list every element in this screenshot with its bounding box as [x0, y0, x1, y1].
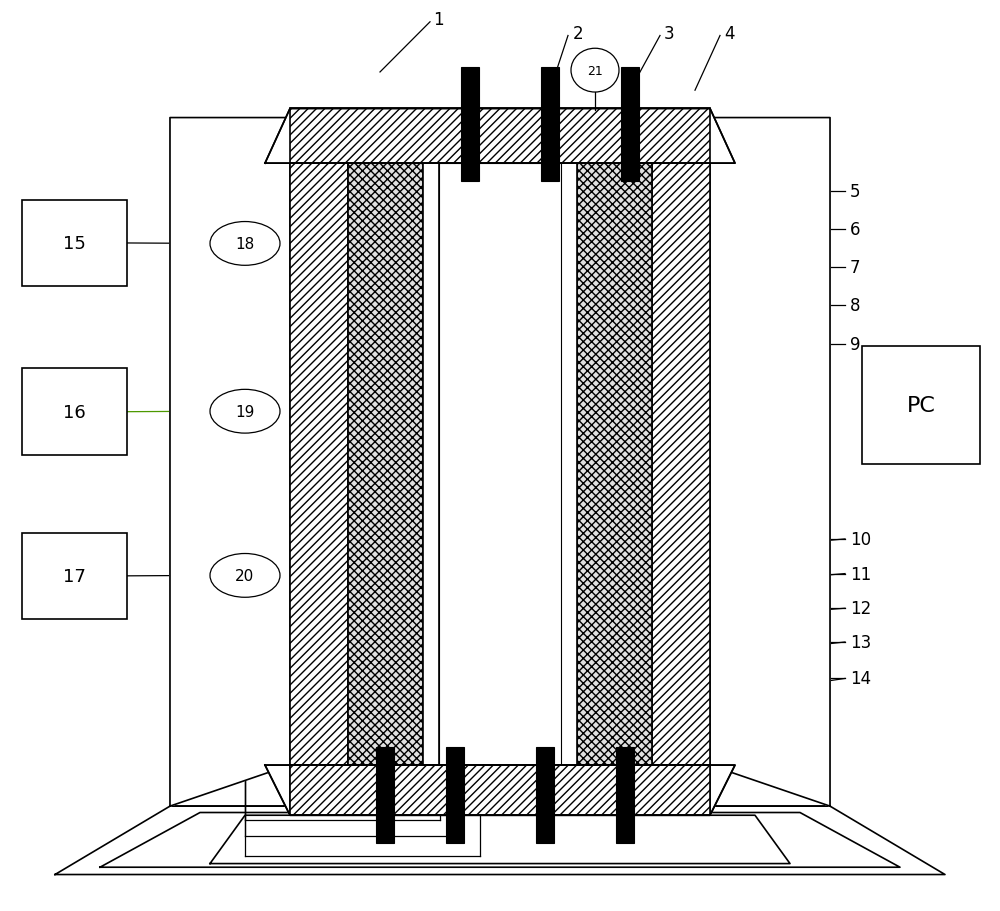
Text: 20: 20 [235, 568, 255, 583]
Bar [348, 164, 423, 765]
Bar [290, 109, 710, 164]
Bar [22, 533, 127, 619]
Bar [290, 765, 710, 815]
Text: 14: 14 [850, 670, 871, 688]
Text: 1: 1 [433, 11, 444, 29]
Polygon shape [710, 118, 830, 806]
Text: 18: 18 [235, 237, 255, 251]
Bar [290, 765, 710, 815]
Polygon shape [265, 765, 735, 815]
Bar [290, 164, 348, 765]
Polygon shape [100, 813, 900, 867]
Text: 11: 11 [850, 565, 871, 583]
Polygon shape [210, 815, 790, 864]
Bar [461, 68, 479, 182]
Text: 2: 2 [573, 25, 584, 43]
Bar [561, 164, 577, 765]
Text: 21: 21 [587, 65, 603, 77]
Text: 12: 12 [850, 599, 871, 618]
Bar [621, 68, 639, 182]
Text: 10: 10 [850, 530, 871, 548]
Bar [22, 369, 127, 456]
Ellipse shape [210, 390, 280, 434]
Bar [536, 747, 554, 843]
Text: 9: 9 [850, 335, 860, 353]
Polygon shape [170, 118, 290, 806]
Text: 17: 17 [63, 568, 86, 585]
Bar [376, 747, 394, 843]
Text: 19: 19 [235, 404, 255, 419]
Bar [616, 747, 634, 843]
Text: 4: 4 [724, 25, 734, 43]
Text: 15: 15 [63, 235, 86, 252]
Text: 13: 13 [850, 633, 871, 651]
Bar [541, 68, 559, 182]
Text: 6: 6 [850, 220, 860, 239]
Ellipse shape [210, 554, 280, 598]
Text: 5: 5 [850, 182, 860, 200]
Polygon shape [265, 109, 735, 164]
Polygon shape [55, 806, 945, 875]
Text: 16: 16 [63, 404, 86, 421]
Bar [439, 164, 561, 765]
Ellipse shape [210, 222, 280, 266]
Text: 7: 7 [850, 259, 860, 277]
Bar [577, 164, 652, 765]
Circle shape [571, 49, 619, 93]
Text: PC: PC [907, 395, 935, 415]
Bar [22, 200, 127, 287]
Polygon shape [170, 118, 830, 806]
Text: 8: 8 [850, 297, 860, 315]
Bar [862, 346, 980, 465]
Bar [446, 747, 464, 843]
Bar [652, 164, 710, 765]
Text: 3: 3 [664, 25, 675, 43]
Bar [423, 164, 439, 765]
